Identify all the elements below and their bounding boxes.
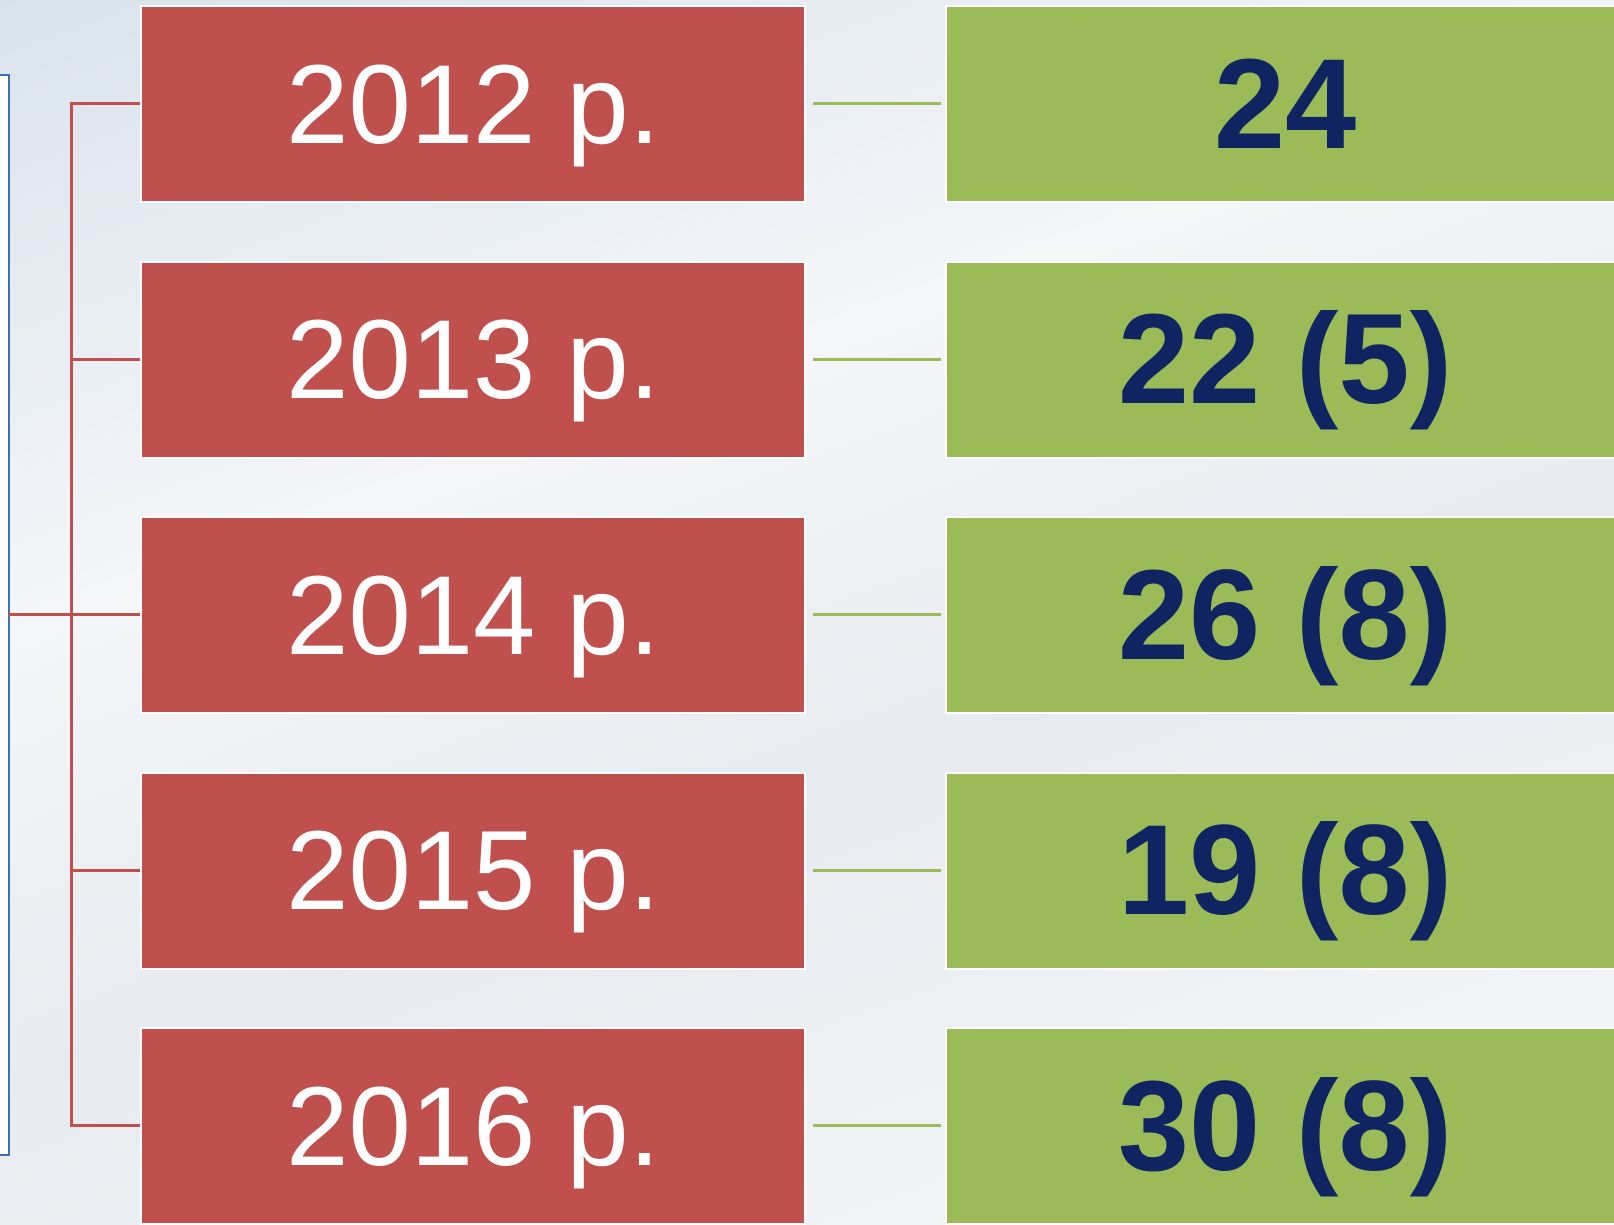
connector — [70, 869, 142, 872]
slide: 2012 р. 24 2013 р. 22 (5) 2014 р. 26 (8) 2015 … — [0, 0, 1614, 1225]
year-box: 2015 р. — [140, 772, 806, 970]
value-box: 22 (5) — [945, 261, 1614, 459]
connector — [70, 102, 142, 105]
connector — [813, 358, 941, 361]
connector — [813, 102, 941, 105]
year-box: 2013 р. — [140, 261, 806, 459]
connector — [70, 613, 142, 616]
connector — [813, 1124, 941, 1127]
value-box: 26 (8) — [945, 516, 1614, 714]
value-box: 30 (8) — [945, 1027, 1614, 1225]
connector — [813, 613, 941, 616]
value-box: 19 (8) — [945, 772, 1614, 970]
year-box: 2014 р. — [140, 516, 806, 714]
connector — [8, 613, 72, 616]
connector — [70, 1124, 142, 1127]
value-box: 24 — [945, 5, 1614, 203]
connector — [813, 869, 941, 872]
connector — [70, 358, 142, 361]
year-box: 2016 р. — [140, 1027, 806, 1225]
year-box: 2012 р. — [140, 5, 806, 203]
